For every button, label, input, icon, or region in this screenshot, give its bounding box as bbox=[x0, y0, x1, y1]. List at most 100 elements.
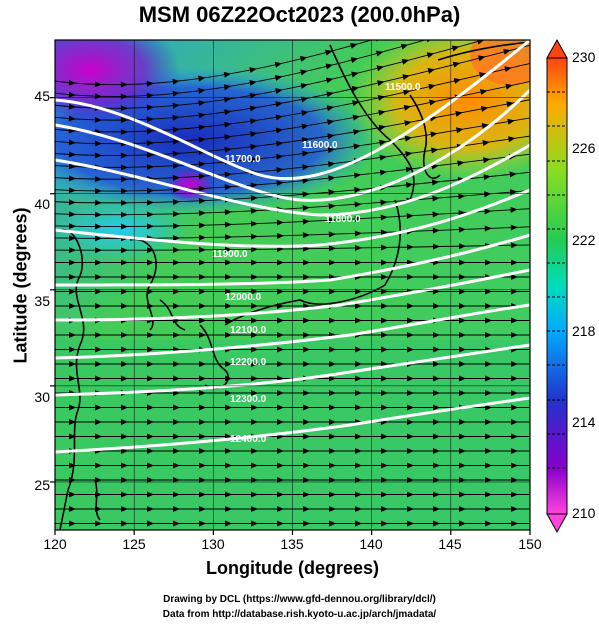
streamline-arrow bbox=[173, 332, 180, 338]
streamline-arrow bbox=[250, 131, 258, 138]
streamline-arrow bbox=[381, 361, 388, 367]
streamline-arrow bbox=[173, 404, 180, 411]
streamline-arrow bbox=[379, 154, 387, 161]
streamline-arrow bbox=[94, 81, 102, 88]
streamline-arrow bbox=[302, 218, 310, 225]
streamline-arrow bbox=[484, 208, 492, 215]
streamline-arrow bbox=[381, 346, 388, 353]
streamline-arrow bbox=[303, 419, 310, 425]
streamline-arrow bbox=[433, 477, 440, 483]
credit-drawing: Drawing by DCL (https://www.gfd-dennou.o… bbox=[163, 594, 436, 605]
streamline-arrow bbox=[355, 375, 362, 382]
streamline-arrow bbox=[172, 174, 180, 181]
streamline-arrow bbox=[224, 121, 232, 128]
streamline-arrow bbox=[198, 173, 206, 180]
streamline-arrow bbox=[69, 506, 76, 512]
streamline-arrow bbox=[509, 171, 517, 178]
streamline-arrow bbox=[450, 11, 458, 19]
contour-label: 12100.0 bbox=[230, 325, 267, 336]
streamline-arrow bbox=[120, 117, 128, 124]
streamline-arrow bbox=[121, 361, 128, 367]
streamline-arrow bbox=[325, 49, 333, 56]
streamline-arrow bbox=[329, 404, 336, 411]
streamline-arrow bbox=[68, 199, 76, 206]
streamline-arrow bbox=[485, 259, 492, 266]
streamline-arrow bbox=[426, 52, 435, 59]
streamline-arrow bbox=[173, 448, 180, 454]
streamline-arrow bbox=[199, 274, 206, 280]
streamline-arrow bbox=[329, 462, 336, 469]
streamline-arrow bbox=[407, 404, 414, 411]
streamline-arrow bbox=[198, 161, 206, 168]
streamline-arrow bbox=[407, 506, 414, 512]
streamline-arrow bbox=[301, 110, 309, 116]
streamline-arrow bbox=[120, 223, 128, 230]
chart-title: MSM 06Z22Oct2023 (200.0hPa) bbox=[138, 2, 461, 27]
x-axis-label: Longitude (degrees) bbox=[205, 558, 379, 578]
streamline-arrow bbox=[381, 477, 388, 483]
streamline-arrow bbox=[379, 169, 388, 176]
streamline bbox=[55, 40, 486, 109]
streamline-arrow bbox=[459, 390, 466, 396]
streamline-arrow bbox=[225, 448, 232, 454]
streamline-arrow bbox=[276, 232, 284, 239]
streamline-arrow bbox=[327, 133, 335, 140]
streamline-arrow bbox=[299, 56, 308, 62]
streamline-arrow bbox=[451, 27, 459, 35]
streamline-arrow bbox=[502, 30, 510, 38]
streamline-arrow bbox=[198, 112, 206, 119]
streamline-arrow bbox=[147, 375, 154, 382]
streamline-arrow bbox=[300, 96, 309, 103]
streamline-arrow bbox=[407, 448, 414, 454]
x-tick-label: 125 bbox=[122, 536, 146, 552]
streamline-arrow bbox=[199, 375, 206, 382]
streamline-arrow bbox=[251, 375, 258, 382]
streamline-arrow bbox=[379, 139, 387, 146]
streamline-arrow bbox=[121, 491, 128, 498]
contour-labels: 11500.0 11600.0 11700.0 11800.0 11900.0 … bbox=[212, 82, 421, 445]
streamline-arrow bbox=[274, 61, 283, 68]
x-tick-label: 120 bbox=[43, 536, 67, 552]
streamline-arrow bbox=[407, 433, 414, 440]
streamline-arrow bbox=[277, 390, 284, 396]
streamline-arrow bbox=[147, 419, 154, 425]
streamline-arrow bbox=[510, 242, 518, 249]
streamline-arrow bbox=[95, 520, 102, 527]
streamline-arrow bbox=[147, 520, 154, 527]
streamline-arrow bbox=[451, 45, 460, 52]
streamline-arrow bbox=[198, 222, 206, 229]
streamline-arrow bbox=[459, 520, 466, 527]
streamline-arrow bbox=[355, 303, 362, 309]
streamline-arrow bbox=[354, 215, 362, 222]
streamline-arrow bbox=[474, 3, 482, 11]
streamline-arrow bbox=[485, 303, 492, 309]
streamline-arrow bbox=[353, 129, 361, 136]
streamline-arrow bbox=[407, 520, 414, 527]
streamline-arrow bbox=[275, 88, 283, 95]
streamline-arrow bbox=[225, 520, 232, 527]
streamline-arrow bbox=[198, 87, 206, 94]
streamline-arrow bbox=[433, 520, 440, 527]
streamline-arrow bbox=[376, 65, 385, 72]
streamline-arrow bbox=[251, 274, 258, 280]
streamline-arrow bbox=[511, 506, 518, 512]
streamline-arrow bbox=[505, 83, 513, 90]
streamline-arrow bbox=[121, 274, 128, 280]
streamline-arrow bbox=[198, 185, 206, 192]
streamline-arrow bbox=[120, 211, 128, 218]
streamline-arrow bbox=[433, 274, 440, 280]
streamline-arrow bbox=[355, 404, 362, 411]
y-tick-label: 35 bbox=[34, 293, 50, 309]
streamline-arrow bbox=[172, 247, 180, 254]
streamline-arrow bbox=[199, 506, 206, 512]
streamline-arrow bbox=[121, 448, 128, 454]
streamline-arrow bbox=[225, 274, 232, 280]
streamline-arrow bbox=[172, 126, 180, 133]
streamline-arrow bbox=[277, 462, 284, 469]
x-tick-label: 150 bbox=[518, 536, 542, 552]
streamline-arrow bbox=[68, 115, 76, 122]
streamline-arrow bbox=[329, 390, 336, 396]
streamline-arrow bbox=[249, 92, 258, 99]
streamline-arrow bbox=[303, 462, 310, 469]
streamline-arrow bbox=[95, 346, 102, 353]
